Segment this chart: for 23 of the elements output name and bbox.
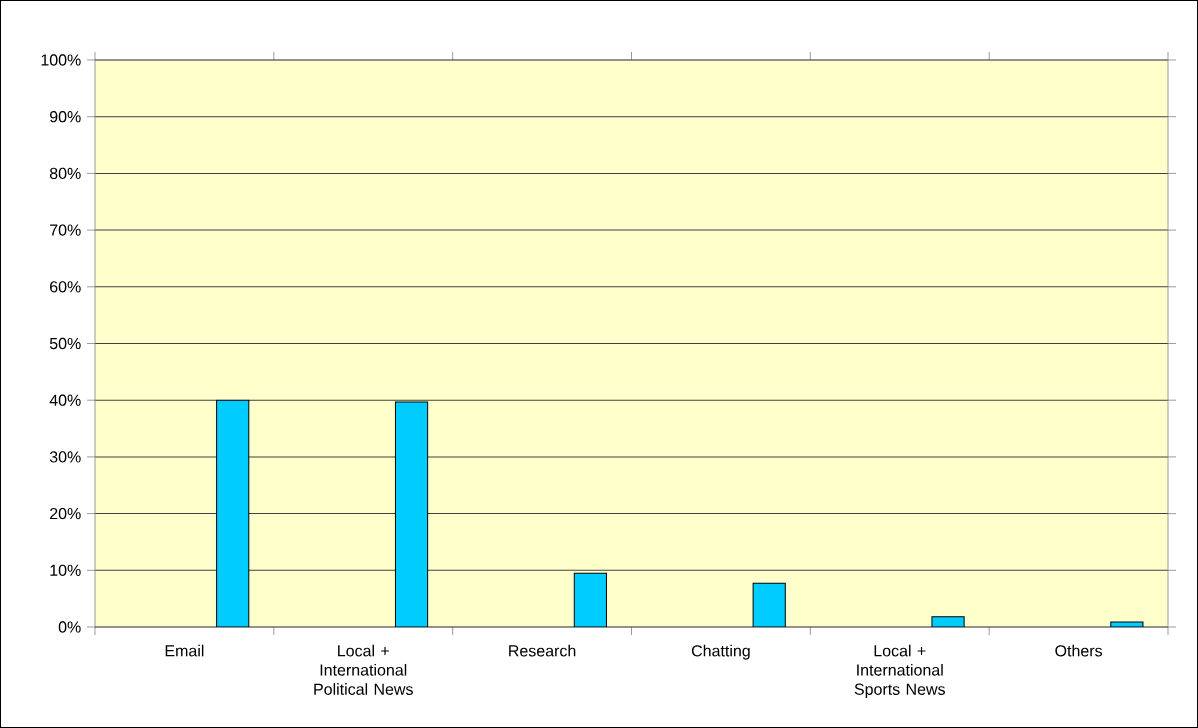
bar	[394, 401, 429, 627]
y-tick-label: 100%	[41, 54, 81, 66]
y-tick-label: 80%	[49, 167, 81, 180]
y-tick-label: 40%	[49, 394, 81, 406]
y-tick-label: 20%	[50, 507, 81, 520]
x-tick-label: Chatting	[691, 644, 750, 660]
y-tick-label: 70%	[50, 224, 81, 236]
y-tick-label: 90%	[50, 111, 81, 123]
bar	[931, 616, 965, 627]
bar	[752, 582, 786, 627]
y-tick-label: 30%	[49, 451, 81, 463]
bar	[573, 572, 607, 627]
y-tick-label: 60%	[50, 281, 81, 293]
bar	[1110, 621, 1144, 627]
x-tick-label: Email	[165, 644, 204, 657]
x-tick-label: Others	[1055, 644, 1103, 657]
y-tick-label: 50%	[49, 337, 81, 350]
x-tick-label: Local + International Sports News	[854, 644, 945, 699]
x-tick-label: Local + International Political News	[314, 644, 413, 695]
x-tick-label: Research	[509, 644, 576, 657]
y-tick-label: 0%	[58, 621, 81, 633]
y-tick-label: 10%	[50, 564, 81, 576]
bar	[216, 399, 250, 627]
